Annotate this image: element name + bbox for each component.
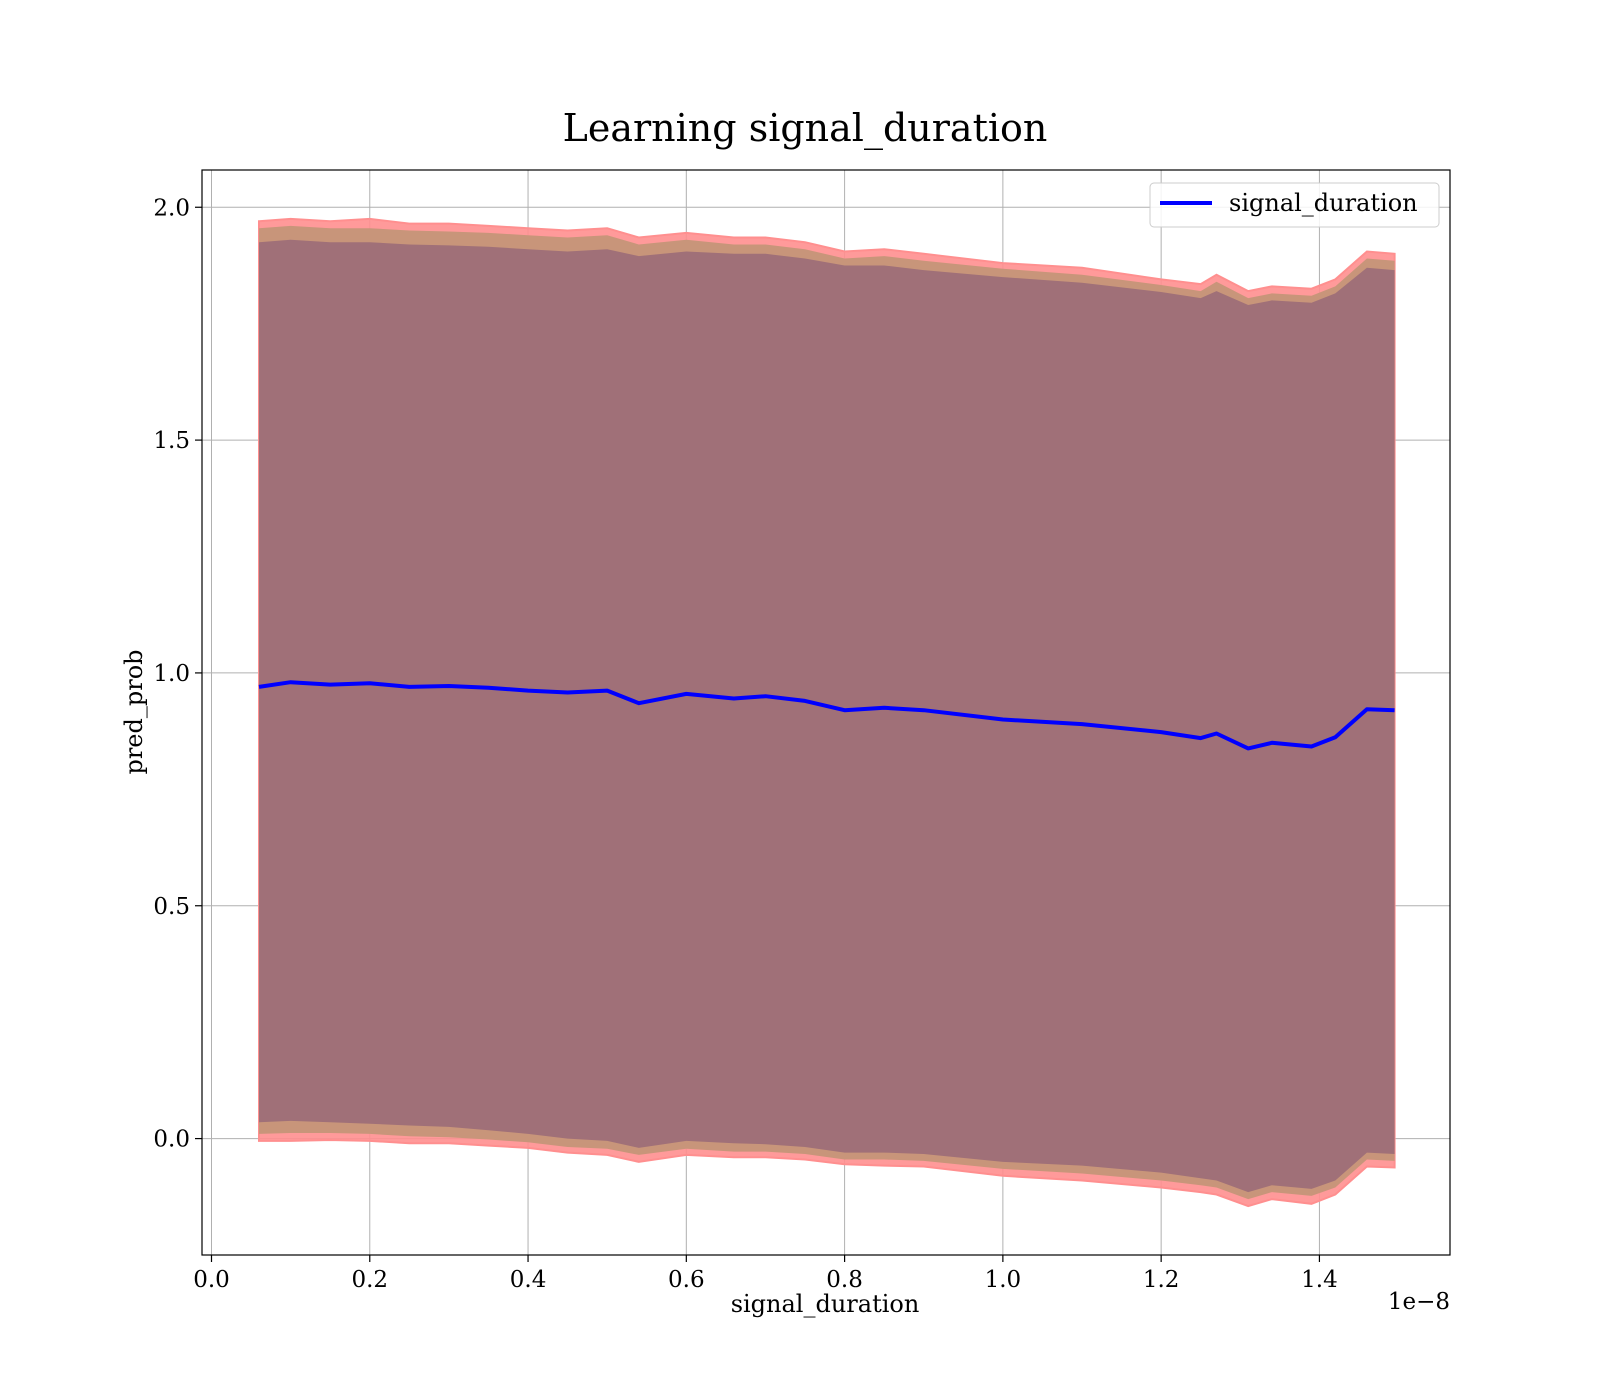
axis-ticks: 0.0 0.2 0.4 0.6 0.8 1.0 1.2 1.4 0.0 0.5 1.0 1.5 2.0 — [153, 195, 1337, 1293]
y-axis-label: pred_prob — [120, 649, 148, 774]
legend-box — [1149, 182, 1440, 228]
confidence-bands — [258, 217, 1396, 1208]
x-tick-label: 0.0 — [193, 1267, 230, 1293]
x-tick-label: 1.0 — [985, 1267, 1022, 1293]
band-inner — [259, 239, 1395, 1193]
x-tick-label: 0.2 — [351, 1267, 388, 1293]
x-tick-label: 1.2 — [1143, 1267, 1180, 1293]
x-tick-label: 0.8 — [826, 1267, 863, 1293]
y-tick-label: 2.0 — [153, 195, 190, 221]
x-tick-label: 0.6 — [668, 1267, 705, 1293]
chart-title: Learning signal_duration — [563, 106, 1048, 151]
series-lines — [258, 680, 1395, 751]
x-offset-label: 1e−8 — [1388, 1289, 1450, 1315]
legend-label-signal-duration: signal_duration — [1229, 189, 1418, 217]
y-tick-label: 1.0 — [153, 661, 190, 687]
y-tick-label: 0.5 — [153, 894, 190, 920]
y-tick-label: 0.0 — [153, 1127, 190, 1153]
x-tick-label: 0.4 — [510, 1267, 547, 1293]
series-line-signal-duration — [258, 680, 1395, 751]
x-tick-label: 1.4 — [1301, 1267, 1338, 1293]
legend: signal_duration — [1149, 182, 1440, 228]
y-tick-label: 1.5 — [153, 428, 190, 454]
plot-frame — [201, 169, 1451, 1256]
x-axis-label: signal_duration — [731, 1290, 920, 1318]
